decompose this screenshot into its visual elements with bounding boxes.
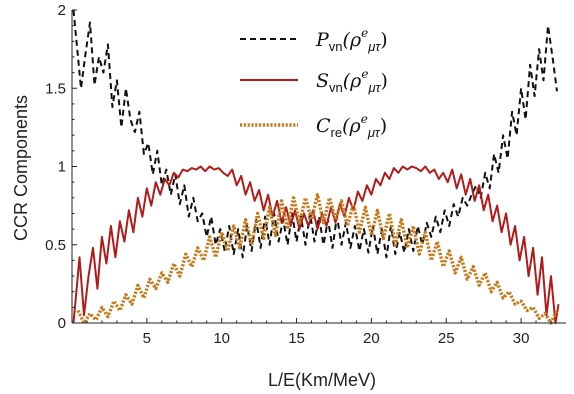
series-line-svn: [72, 165, 560, 324]
legend-main-text: P: [315, 29, 330, 51]
y-tick-label: 0: [58, 315, 66, 332]
y-tick-label: 1.5: [45, 80, 66, 97]
legend-close-text: ): [380, 115, 387, 137]
x-tick-label: 5: [143, 330, 151, 347]
legend-sub-text: re: [331, 125, 343, 140]
x-tick-label: 30: [513, 330, 530, 347]
tick-marks: 5 10 15 20 25 30 0 0.5 1 1.5 2: [45, 2, 552, 347]
y-tick-label: 0.5: [45, 237, 66, 254]
y-tick-label: 1: [58, 159, 66, 176]
y-axis-title: CCR Components: [11, 95, 31, 241]
x-tick-label: 25: [438, 330, 455, 347]
x-tick-label: 15: [288, 330, 305, 347]
legend-main-text: S: [316, 70, 329, 92]
legend-sup-text: e: [361, 112, 368, 126]
legend-sub-text: vn: [329, 39, 343, 54]
x-axis-title: L/E(Km/MeV): [268, 370, 376, 390]
legend-label-pvn: Pvn(ρeμτ): [315, 26, 388, 54]
legend-label-cre: Cre(ρeμτ): [316, 112, 387, 140]
legend-close-text: ): [380, 70, 387, 92]
x-tick-label: 20: [363, 330, 380, 347]
legend-sub2-text: μτ: [367, 39, 381, 54]
plot-area: [72, 9, 560, 325]
legend-open-text: (ρ: [342, 115, 361, 137]
legend-main-text: C: [316, 115, 331, 137]
legend-open-text: (ρ: [343, 29, 362, 51]
x-tick-label: 10: [213, 330, 230, 347]
series-line-cre: [76, 192, 559, 325]
legend: Pvn(ρeμτ)Svn(ρeμτ)Cre(ρeμτ): [240, 26, 388, 140]
legend-open-text: (ρ: [343, 70, 362, 92]
y-tick-label: 2: [58, 2, 66, 19]
legend-close-text: ): [380, 29, 387, 51]
legend-label-svn: Svn(ρeμτ): [316, 67, 388, 95]
legend-sub-text: vn: [329, 80, 343, 95]
legend-sub2-text: μτ: [367, 80, 381, 95]
legend-sup-text: e: [361, 26, 368, 40]
legend-sub2-text: μτ: [367, 125, 381, 140]
legend-sup-text: e: [361, 67, 368, 81]
